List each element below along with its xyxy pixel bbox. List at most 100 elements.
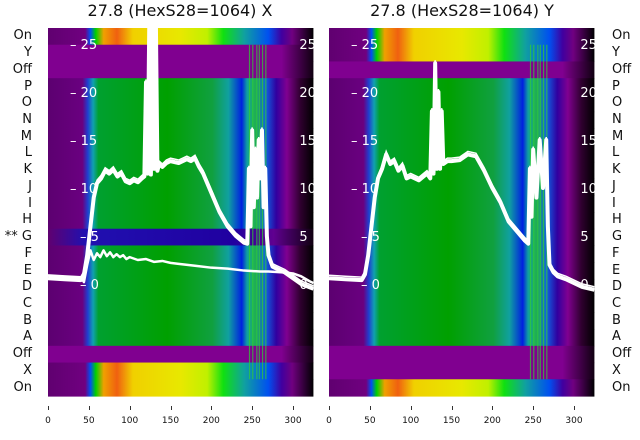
row-label: F — [24, 245, 32, 261]
row-label: X — [23, 362, 32, 378]
heatmap-row — [329, 379, 595, 397]
x-tick — [574, 406, 575, 410]
row-label: K — [23, 162, 32, 178]
row-label: D — [21, 279, 32, 295]
x-tick — [129, 406, 131, 410]
inner-y-tick-label: – 15 — [70, 134, 97, 149]
row-label: Y — [612, 45, 620, 61]
inner-y-tick-label: – 15 — [351, 134, 378, 149]
heatmap-row — [48, 78, 314, 96]
x-tick-label: 0 — [45, 416, 51, 426]
right-y-tick-label: 10 — [580, 182, 597, 197]
row-label: Off — [612, 61, 632, 77]
heatmap-row — [48, 44, 314, 63]
heatmap-row — [48, 278, 314, 297]
heatmap-row — [329, 145, 595, 163]
row-label: P — [24, 78, 32, 94]
x-tick-label: 50 — [83, 416, 95, 426]
stripe — [261, 44, 264, 380]
inner-y-tick-label: – 0 — [361, 278, 380, 293]
row-label: L — [612, 145, 620, 161]
heatmap-row — [329, 78, 595, 96]
heatmap-row — [48, 94, 314, 113]
heatmap-row — [329, 212, 595, 230]
heatmap-row — [329, 312, 595, 330]
x-tick-label: 250 — [243, 416, 261, 426]
stripe — [256, 44, 258, 380]
heatmap-row — [329, 262, 595, 280]
x-tick-label: 100 — [121, 416, 139, 426]
inner-y-tick-label: – 25 — [70, 38, 97, 53]
stripe — [258, 44, 260, 380]
heatmap-row — [48, 362, 314, 380]
x-tick — [369, 406, 371, 410]
heatmap-row — [48, 345, 314, 364]
x-tick — [410, 406, 412, 410]
inner-y-tick-label: – 10 — [351, 182, 378, 197]
x-tick — [533, 406, 535, 410]
row-label: O — [21, 95, 32, 111]
heatmap-row — [48, 329, 314, 347]
right-y-tick-label: 5 — [580, 230, 588, 245]
row-label: M — [612, 128, 624, 144]
row-label: A — [612, 329, 621, 345]
row-label: L — [24, 145, 32, 161]
x-tick — [48, 406, 49, 410]
right-y-tick-label: 25 — [299, 38, 316, 53]
row-label: E — [612, 262, 621, 278]
x-tick — [293, 406, 294, 410]
right-y-tick-label: 15 — [580, 134, 597, 149]
row-label: Off — [12, 346, 32, 362]
inner-y-tick-label: – 20 — [351, 86, 378, 101]
row-label: B — [612, 312, 621, 328]
x-tick — [88, 406, 90, 410]
x-tick-label: 0 — [326, 416, 332, 426]
row-label: X — [612, 362, 621, 378]
row-label: C — [22, 296, 32, 311]
row-label: Off — [12, 61, 32, 77]
heatmap-row — [329, 245, 595, 263]
heatmap-row — [48, 161, 314, 180]
series-profile-upper — [329, 60, 595, 288]
row-label: N — [612, 112, 622, 127]
right-y-tick-label: 5 — [299, 230, 307, 245]
row-label: On — [612, 379, 631, 395]
right-y-tick-label: 20 — [299, 86, 316, 101]
row-label: On — [13, 379, 32, 395]
row-label: I — [612, 195, 616, 211]
heatmap-row — [329, 28, 595, 46]
row-label: Y — [24, 45, 32, 61]
row-label: J — [612, 178, 616, 194]
stripe — [537, 44, 539, 380]
x-tick-label: 100 — [402, 416, 420, 426]
heatmap-row — [48, 128, 314, 146]
panel-1: – 0 0– 5 5– 10 10– 15 15– 20 20– 25 25 — [329, 28, 597, 397]
row-label: A — [23, 329, 32, 345]
x-tick-label: 150 — [442, 416, 461, 426]
row-label: O — [612, 95, 623, 111]
heatmap-row — [48, 111, 314, 129]
row-label: D — [612, 279, 623, 295]
heatmap-row — [329, 61, 595, 79]
row-label: C — [612, 296, 622, 311]
heatmap-row — [48, 195, 314, 213]
x-tick-label: 50 — [364, 416, 376, 426]
row-label: On — [612, 28, 631, 44]
row-label: F — [612, 245, 620, 261]
panel-title-y: 27.8 (HexS28=1064) Y — [370, 1, 554, 20]
x-tick — [329, 406, 330, 410]
row-label: N — [22, 112, 32, 127]
x-tick — [492, 406, 494, 410]
right-y-tick-label: 15 — [299, 134, 316, 149]
heatmap-row — [48, 379, 314, 397]
stripe — [539, 44, 541, 380]
row-label: ** G — [4, 229, 32, 245]
heatmap-row — [329, 345, 595, 364]
heatmap-row — [329, 111, 595, 129]
x-tick — [170, 406, 172, 410]
heatmap-row — [329, 362, 595, 380]
heatmap-row — [329, 329, 595, 347]
row-label: H — [22, 212, 32, 228]
stripe — [542, 44, 545, 380]
